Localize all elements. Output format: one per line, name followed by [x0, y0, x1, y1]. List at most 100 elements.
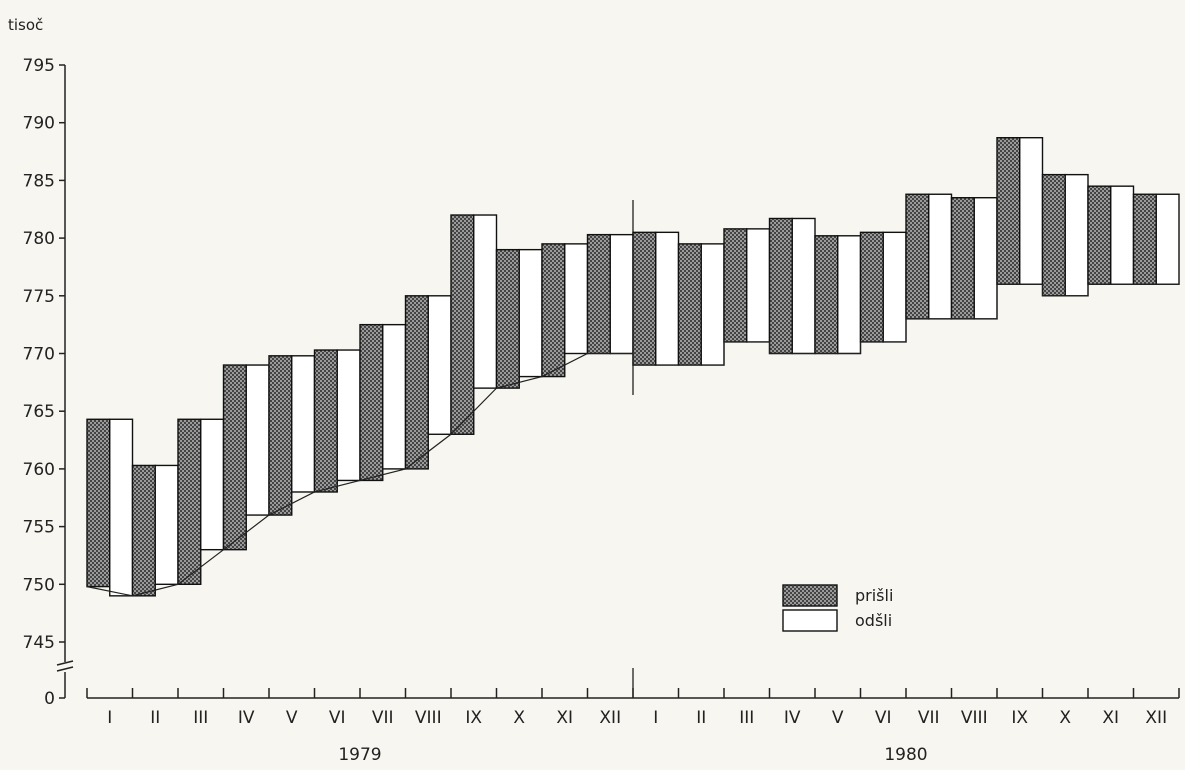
bar-odsli [518, 248, 543, 378]
x-category-label: XI [1102, 708, 1119, 728]
bar-odsli [1019, 137, 1044, 285]
bar-prisli [86, 418, 111, 588]
bar-prisli [1087, 185, 1112, 285]
base-connector-line [86, 283, 1179, 597]
bar-odsli [1110, 185, 1135, 285]
bar-prisli [950, 197, 975, 320]
y-tick-label: 775 [23, 287, 55, 307]
bar-odsli [882, 231, 907, 343]
legend-label-prisli: prišli [855, 586, 893, 605]
axis-break-mark [56, 666, 74, 672]
bar-prisli [905, 193, 930, 320]
x-category-label: VIII [961, 708, 988, 728]
x-category-label: I [653, 708, 658, 728]
x-category-label: VII [918, 708, 940, 728]
axes [56, 64, 1180, 699]
legend-swatch-prisli [782, 584, 838, 607]
labels: 795 790 785 780 775 770 765 760 755 750 745 0 tisoč I… [8, 16, 1167, 765]
bar-prisli [495, 248, 520, 389]
bar-odsli [245, 364, 270, 516]
bar-odsli [973, 197, 998, 320]
x-category-label: VIII [415, 708, 442, 728]
x-category-label: XI [556, 708, 573, 728]
bar-odsli [655, 231, 680, 366]
bar-prisli [222, 364, 247, 551]
x-category-label: III [193, 708, 208, 728]
bar-odsli [200, 418, 225, 551]
bar-odsli [564, 243, 589, 355]
legend-label-odsli: odšli [855, 611, 892, 630]
bar-prisli [586, 233, 611, 355]
bar-odsli [109, 418, 134, 597]
bar-prisli [768, 217, 793, 355]
legend-swatch-odsli [782, 609, 838, 632]
bar-prisli [177, 418, 202, 586]
bar-prisli [723, 228, 748, 343]
y-tick-label: 790 [23, 114, 55, 134]
bar-odsli [837, 235, 862, 355]
y-tick-label: 780 [23, 229, 55, 249]
x-category-label: IX [1011, 708, 1028, 728]
bar-odsli [154, 464, 179, 585]
y-tick-label: 760 [23, 460, 55, 480]
bar-odsli [746, 228, 771, 343]
x-category-label: V [286, 708, 298, 728]
bar-odsli [791, 217, 816, 355]
x-category-label: IV [238, 708, 255, 728]
x-category-label: IX [465, 708, 482, 728]
bar-odsli [291, 355, 316, 493]
bar-odsli [700, 243, 725, 366]
bars [86, 137, 1180, 597]
y-tick-label: 770 [23, 345, 55, 365]
axis-break-mark [56, 660, 74, 666]
bar-prisli [404, 295, 429, 470]
y-tick-label: 750 [23, 575, 55, 595]
bar-prisli [313, 349, 338, 493]
bar-prisli [632, 231, 657, 366]
bar-prisli [450, 214, 475, 435]
x-category-label: II [696, 708, 706, 728]
bar-odsli [928, 193, 953, 320]
x-category-label: X [513, 708, 525, 728]
x-category-label: VI [875, 708, 892, 728]
x-category-label: XII [1145, 708, 1167, 728]
bar-odsli [1064, 173, 1089, 297]
x-category-label: V [832, 708, 844, 728]
y-axis-unit-label: tisoč [8, 16, 43, 34]
x-category-label: VI [329, 708, 346, 728]
bar-odsli [382, 323, 407, 470]
bar-prisli [814, 235, 839, 355]
x-category-label: I [107, 708, 112, 728]
y-tick-label: 765 [23, 402, 55, 422]
bar-prisli [541, 243, 566, 378]
year-label: 1979 [338, 745, 381, 765]
x-category-label: IV [784, 708, 801, 728]
bar-prisli [996, 137, 1021, 285]
x-category-label: II [150, 708, 160, 728]
year-label: 1980 [884, 745, 927, 765]
y-tick-label: 785 [23, 171, 55, 191]
bar-prisli [859, 231, 884, 343]
y-tick-label: 0 [44, 689, 55, 709]
bar-odsli [336, 349, 361, 482]
bar-prisli [268, 355, 293, 516]
bar-prisli [359, 323, 384, 482]
y-tick-label: 745 [23, 633, 55, 653]
x-category-label: III [739, 708, 754, 728]
x-category-label: VII [372, 708, 394, 728]
bar-odsli [473, 214, 498, 389]
y-tick-label: 755 [23, 518, 55, 538]
x-category-label: X [1059, 708, 1071, 728]
bar-prisli [677, 243, 702, 366]
bar-odsli [609, 233, 634, 355]
y-tick-label: 795 [23, 56, 55, 76]
bar-odsli [1155, 193, 1180, 285]
bar-prisli [1132, 193, 1157, 285]
bar-odsli [427, 295, 452, 435]
bar-prisli [1041, 173, 1066, 297]
legend: prišli odšli [782, 584, 893, 632]
bar-prisli [131, 464, 156, 597]
x-category-label: XII [599, 708, 621, 728]
